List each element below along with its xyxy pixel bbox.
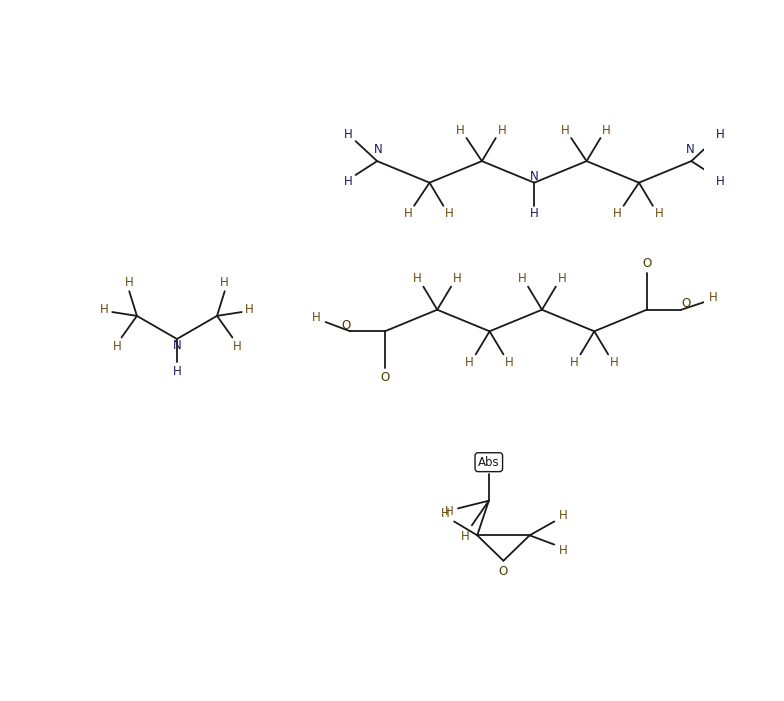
Text: O: O xyxy=(380,371,390,384)
Text: H: H xyxy=(445,207,454,220)
Text: H: H xyxy=(220,275,229,289)
Text: N: N xyxy=(530,170,539,183)
Text: H: H xyxy=(530,207,539,220)
Text: H: H xyxy=(717,128,725,142)
Text: H: H xyxy=(655,207,663,220)
Text: O: O xyxy=(341,319,350,332)
Text: N: N xyxy=(172,339,181,352)
Text: Abs: Abs xyxy=(478,456,499,469)
Text: O: O xyxy=(681,297,691,310)
Text: H: H xyxy=(113,340,122,353)
Text: H: H xyxy=(100,304,109,316)
Text: H: H xyxy=(710,291,718,304)
Text: H: H xyxy=(245,304,254,316)
Text: H: H xyxy=(559,509,568,522)
Text: H: H xyxy=(610,355,619,369)
Text: H: H xyxy=(613,207,622,220)
Text: H: H xyxy=(413,273,422,285)
Text: O: O xyxy=(499,565,508,578)
Text: H: H xyxy=(498,124,506,137)
Text: N: N xyxy=(374,143,383,156)
Text: H: H xyxy=(602,124,611,137)
Text: H: H xyxy=(312,311,321,324)
Text: H: H xyxy=(561,124,569,137)
Text: H: H xyxy=(557,273,566,285)
Text: H: H xyxy=(172,365,181,378)
Text: H: H xyxy=(404,207,412,220)
Text: H: H xyxy=(517,273,526,285)
Text: H: H xyxy=(343,175,352,188)
Text: H: H xyxy=(456,124,465,137)
Text: H: H xyxy=(233,340,241,353)
Text: H: H xyxy=(125,275,133,289)
Text: H: H xyxy=(717,175,725,188)
Text: O: O xyxy=(642,257,652,270)
Text: H: H xyxy=(570,355,579,369)
Text: H: H xyxy=(441,508,449,520)
Text: H: H xyxy=(461,530,470,543)
Text: H: H xyxy=(343,128,352,142)
Text: H: H xyxy=(465,355,474,369)
Text: N: N xyxy=(685,143,694,156)
Text: H: H xyxy=(445,505,453,518)
Text: H: H xyxy=(559,544,568,557)
Text: H: H xyxy=(453,273,462,285)
Text: H: H xyxy=(505,355,514,369)
